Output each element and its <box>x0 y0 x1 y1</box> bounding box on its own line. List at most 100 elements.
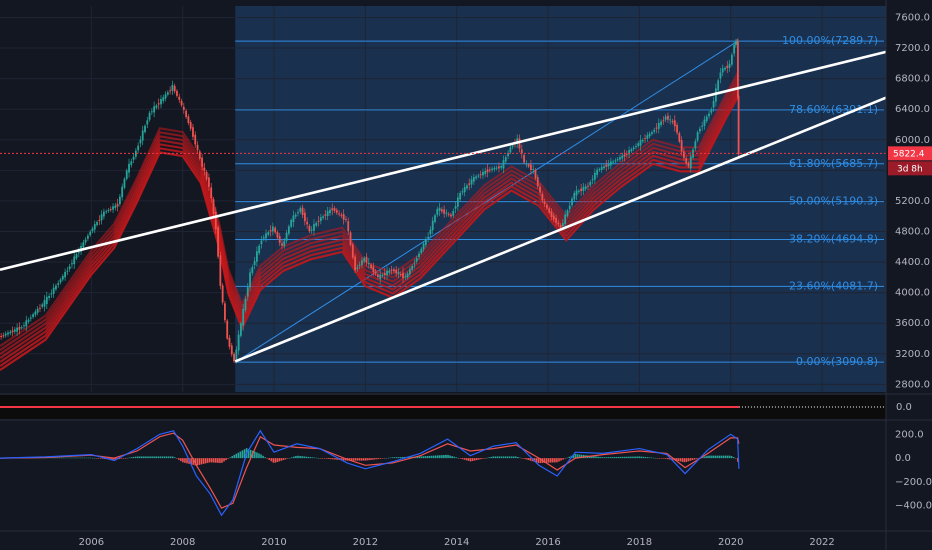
macd-histogram-bar <box>67 457 69 459</box>
price-candle <box>2 335 5 337</box>
macd-histogram-bar <box>677 458 680 462</box>
macd-histogram-bar <box>603 457 606 459</box>
price-candle <box>534 169 537 179</box>
price-candle <box>600 167 603 170</box>
macd-histogram-bar <box>365 458 367 461</box>
macd-panel[interactable] <box>0 429 740 517</box>
macd-histogram-bar <box>293 456 295 459</box>
price-candle <box>333 208 336 211</box>
macd-histogram-bar <box>377 458 379 460</box>
price-candle <box>411 265 414 270</box>
price-candle <box>655 127 658 129</box>
price-candle <box>157 103 160 105</box>
ma-ribbon-line <box>0 94 740 372</box>
macd-histogram-bar <box>272 458 275 463</box>
price-candle <box>623 154 626 157</box>
price-candle <box>201 157 203 167</box>
price-candle <box>370 264 372 268</box>
price-candle <box>148 112 151 120</box>
price-candle <box>593 172 596 180</box>
macd-histogram-bar <box>718 455 721 459</box>
price-candle <box>486 169 489 173</box>
macd-histogram-bar <box>681 458 684 462</box>
price-candle <box>255 251 258 262</box>
macd-histogram-bar <box>325 458 328 459</box>
price-candle <box>500 166 503 168</box>
price-candle <box>399 274 402 276</box>
price-candle <box>719 72 722 79</box>
macd-histogram-bar <box>373 458 375 460</box>
macd-histogram-bar <box>449 455 451 459</box>
macd-histogram-bar <box>206 458 209 463</box>
macd-histogram-bar <box>163 456 166 459</box>
macd-histogram-bar <box>580 454 583 459</box>
time-axis[interactable]: 2006 2008 2010 2012 2014 2016 2018 2020 2022 <box>0 530 932 548</box>
price-candle <box>292 215 295 223</box>
price-candle <box>118 196 121 205</box>
price-axis-tick: 6800.0 <box>895 74 930 85</box>
price-candle <box>59 279 62 283</box>
price-axis-tick: 4000.0 <box>895 288 930 299</box>
time-axis-tick: 2020 <box>718 537 743 548</box>
price-candle <box>459 192 462 200</box>
price-candle <box>41 304 44 307</box>
fib-highlight-area <box>235 6 886 392</box>
price-candle <box>71 263 73 265</box>
macd-histogram-bar <box>136 456 139 459</box>
macd-histogram-bar <box>652 457 655 459</box>
macd-histogram-bar <box>303 456 305 459</box>
macd-histogram-bar <box>416 456 418 459</box>
macd-histogram-bar <box>352 458 355 461</box>
macd-histogram-bar <box>408 456 410 459</box>
macd-histogram-bar <box>369 458 371 461</box>
macd-histogram-bar <box>110 458 112 460</box>
macd-histogram-bar <box>704 456 706 459</box>
price-candle <box>714 88 717 102</box>
macd-histogram-bar <box>167 456 170 459</box>
macd-histogram-bar <box>646 457 649 459</box>
macd-histogram-bar <box>161 456 164 459</box>
macd-histogram-bar <box>480 458 482 460</box>
price-candle <box>196 144 199 151</box>
price-candle <box>404 276 407 278</box>
price-candle <box>50 293 53 295</box>
oscillator-panel[interactable] <box>0 395 886 419</box>
macd-histogram-bar <box>358 458 361 461</box>
price-candle <box>393 269 395 272</box>
price-panel[interactable]: 100.00%(7289.7) 78.60%(6391.1) 61.80%(5685… <box>0 6 932 421</box>
price-candle <box>427 236 430 238</box>
price-axis[interactable]: 7600.07200.06800.06400.06000.05600.05200… <box>885 0 932 550</box>
macd-histogram-bar <box>330 458 332 460</box>
price-candle <box>260 240 263 245</box>
macd-histogram-bar <box>212 458 215 463</box>
price-candle <box>721 68 724 73</box>
price-candle <box>418 253 420 258</box>
price-candle <box>180 100 183 106</box>
macd-histogram-bar <box>71 457 73 459</box>
macd-histogram-bar <box>693 458 696 460</box>
price-candle <box>226 320 229 339</box>
fib-level-label: 38.20%(4694.8) <box>789 233 878 246</box>
price-candle <box>603 166 605 169</box>
price-candle <box>520 149 523 154</box>
price-candle <box>64 271 66 278</box>
macd-histogram-bar <box>642 456 645 459</box>
macd-histogram-bar <box>274 458 277 463</box>
macd-histogram-bar <box>663 458 665 459</box>
price-candle <box>43 300 46 307</box>
macd-histogram-bar <box>589 455 591 459</box>
price-candle <box>639 139 642 146</box>
macd-histogram-bar <box>572 454 575 459</box>
price-candle <box>61 275 64 280</box>
macd-histogram-bar <box>190 458 192 465</box>
macd-histogram-bar <box>99 458 102 459</box>
macd-histogram-bar <box>447 454 449 459</box>
price-candle <box>121 186 124 198</box>
macd-histogram-bar <box>432 455 435 459</box>
price-candle <box>162 97 165 101</box>
price-candle <box>539 186 541 193</box>
macd-histogram-bar <box>552 458 554 463</box>
price-candle <box>276 232 279 238</box>
price-candle <box>224 303 226 321</box>
